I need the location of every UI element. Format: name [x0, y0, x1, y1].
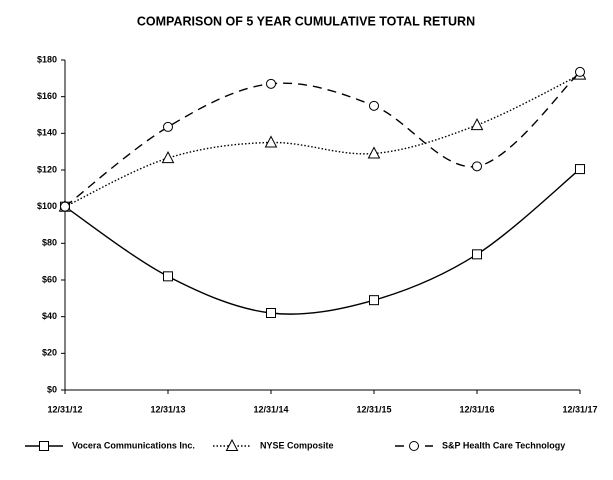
y-tick-label: $40	[42, 311, 57, 321]
y-tick-label: $140	[37, 128, 57, 138]
marker-circle	[163, 121, 173, 132]
marker-square	[266, 308, 276, 318]
marker-circle	[575, 66, 585, 77]
marker-triangle	[225, 438, 239, 451]
marker-square	[163, 271, 173, 282]
marker-square	[39, 441, 49, 451]
marker-circle	[409, 441, 419, 451]
marker-circle	[472, 161, 482, 172]
marker-circle	[369, 100, 379, 111]
marker-circle	[60, 201, 70, 212]
x-tick-label: 12/31/17	[562, 404, 597, 414]
legend-label: Vocera Communications Inc.	[72, 440, 195, 450]
marker-triangle	[264, 135, 278, 148]
x-tick-label: 12/31/16	[459, 404, 494, 414]
x-tick-label: 12/31/12	[47, 404, 82, 414]
chart-title: COMPARISON OF 5 YEAR CUMULATIVE TOTAL RE…	[137, 14, 475, 28]
x-tick-label: 12/31/13	[150, 404, 185, 414]
y-tick-label: $60	[42, 274, 57, 284]
y-tick-label: $20	[42, 348, 57, 358]
x-tick-label: 12/31/14	[253, 404, 288, 414]
series-line	[64, 71, 581, 208]
y-tick-label: $100	[37, 201, 57, 211]
marker-circle	[266, 78, 276, 89]
y-tick-label: $80	[42, 238, 57, 248]
series-line	[64, 168, 581, 315]
y-tick-label: $160	[37, 91, 57, 101]
y-tick-label: $120	[37, 164, 57, 174]
marker-triangle	[161, 151, 175, 164]
x-tick-label: 12/31/15	[356, 404, 391, 414]
y-tick-label: $180	[37, 54, 57, 64]
marker-triangle	[470, 118, 484, 131]
legend-label: NYSE Composite	[260, 440, 334, 450]
marker-square	[472, 249, 482, 260]
legend-label: S&P Health Care Technology	[442, 440, 565, 450]
marker-square	[369, 295, 379, 306]
marker-triangle	[367, 146, 381, 159]
series-line	[64, 74, 581, 208]
y-tick-label: $0	[47, 384, 57, 394]
marker-square	[575, 164, 585, 175]
